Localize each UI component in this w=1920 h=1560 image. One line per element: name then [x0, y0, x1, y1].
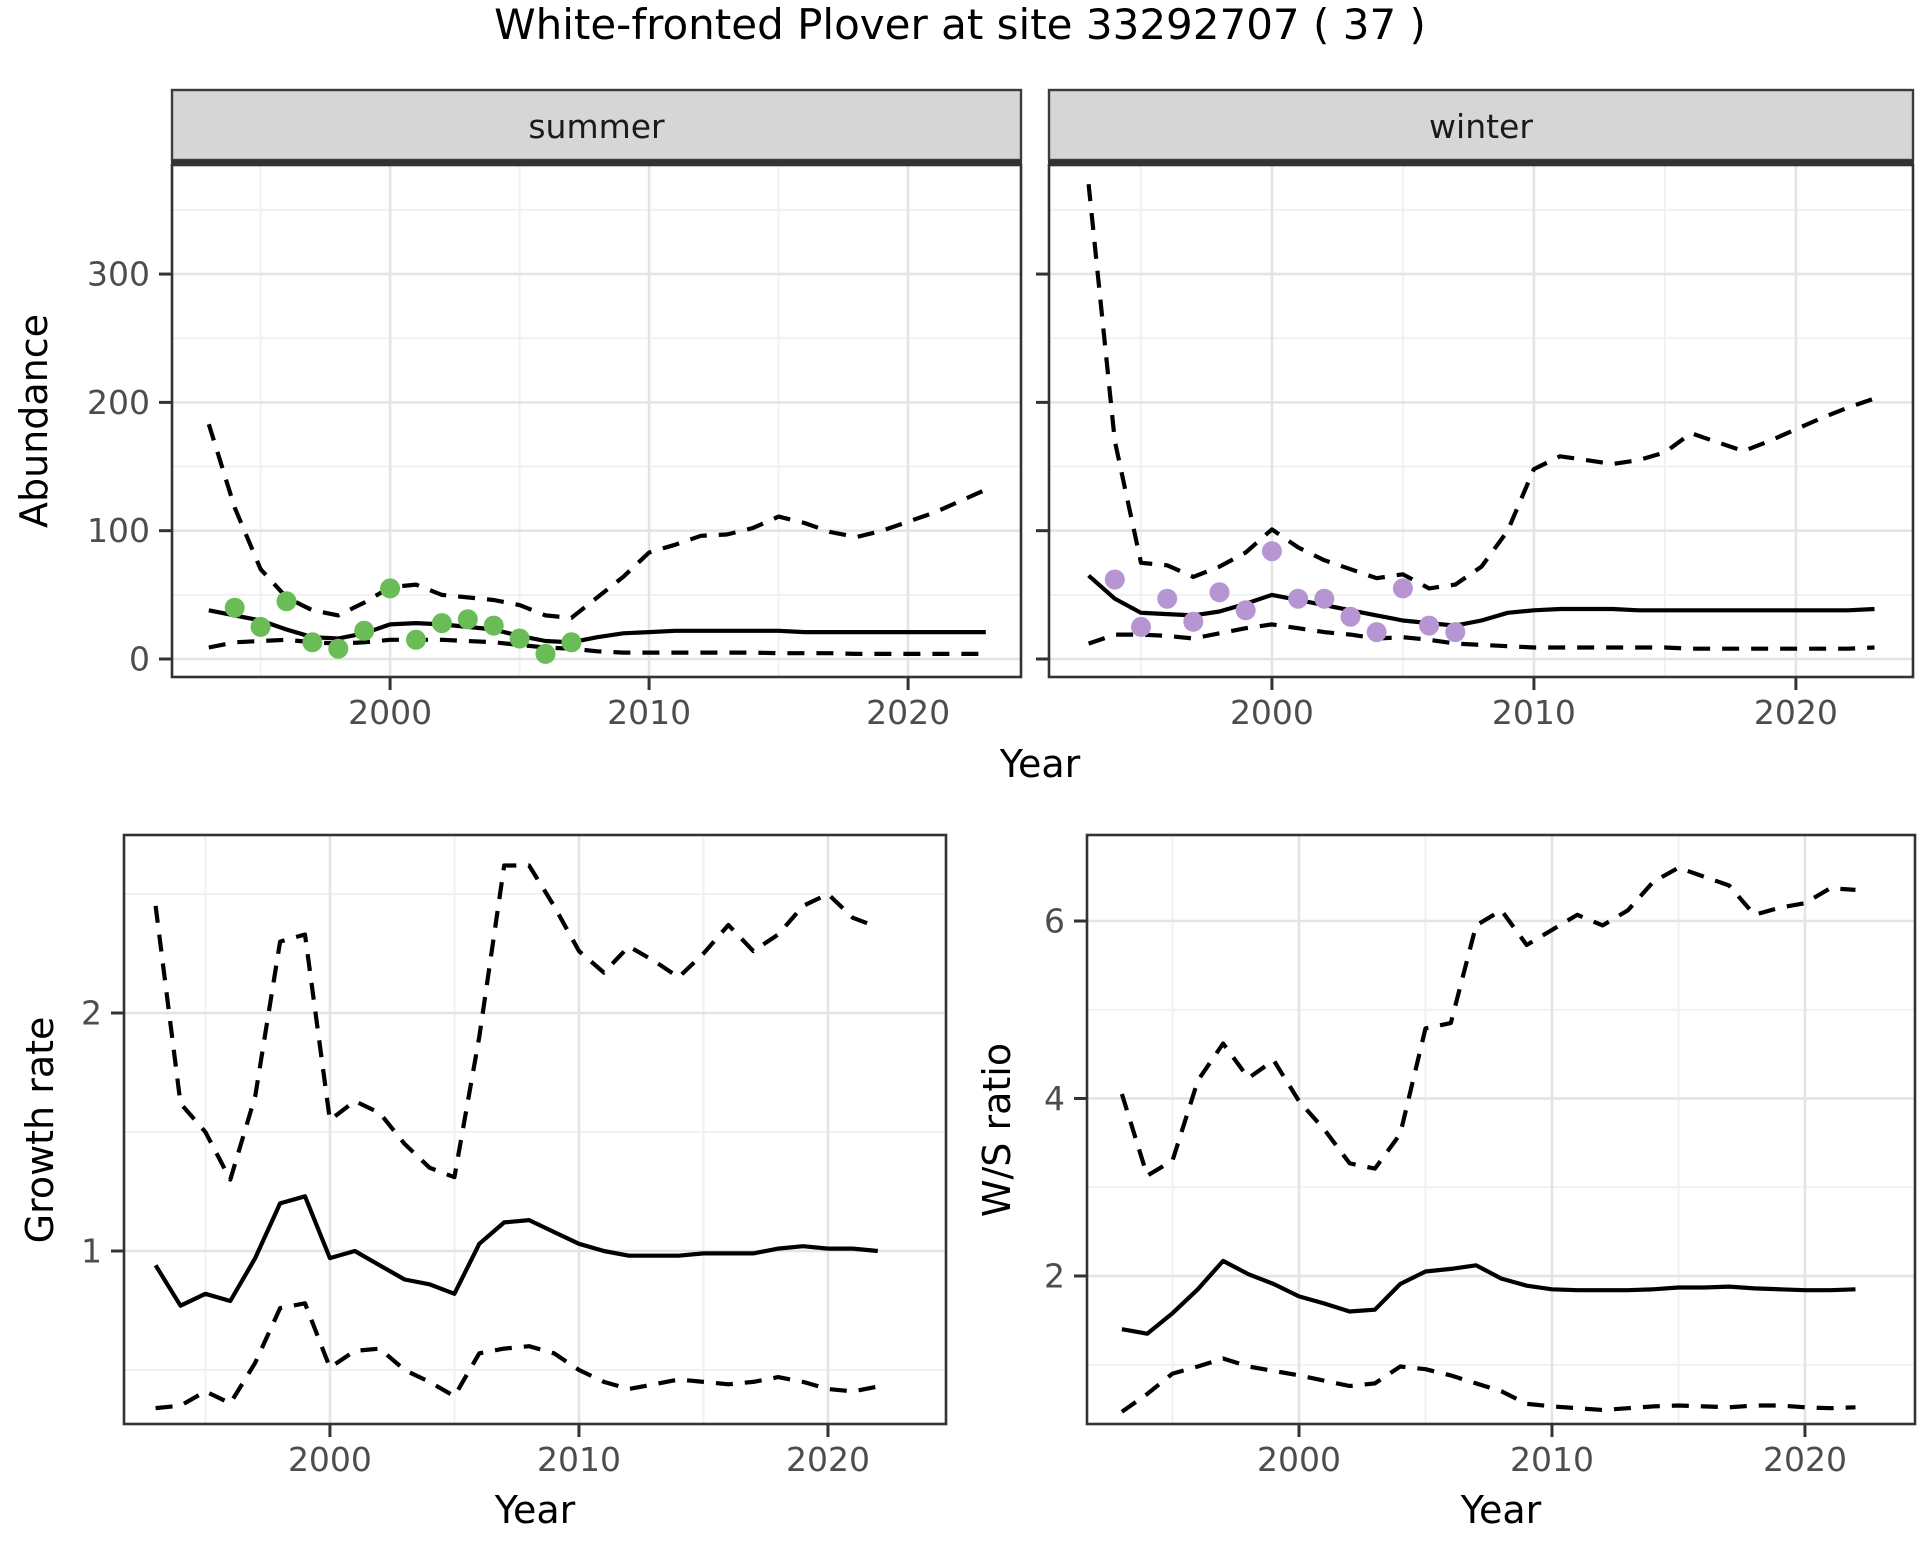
- panel-abundance_winter: 2000 2010 2020: [1036, 88, 1915, 732]
- observed-point: [1419, 615, 1440, 636]
- observed-point: [354, 620, 375, 641]
- abundance-axis-title: Abundance: [12, 313, 56, 529]
- median-line: [1121, 1258, 1856, 1336]
- y-tick-label: 1: [81, 1231, 102, 1270]
- x-tick-label: 2010: [537, 1440, 621, 1479]
- median-line: [208, 608, 986, 645]
- panel-border: [122, 833, 948, 1426]
- observed-point: [1183, 611, 1204, 632]
- y-tick-label: 300: [87, 255, 150, 294]
- observed-point: [431, 613, 452, 634]
- lower-ci-line: [155, 1301, 879, 1411]
- median-line: [1087, 574, 1875, 628]
- observed-point: [457, 609, 478, 630]
- x-tick-label: 2000: [348, 693, 432, 732]
- observed-point: [509, 628, 530, 649]
- observed-point: [1288, 588, 1309, 609]
- facet-strip-label-winter: winter: [1429, 106, 1533, 146]
- panel-abundance_summer: 2000 2010 2020 0 100 200 300: [87, 88, 1023, 732]
- observed-point: [1157, 588, 1178, 609]
- x-tick-label: 2020: [1754, 693, 1838, 732]
- panel-bg: [124, 835, 946, 1424]
- observed-point: [483, 615, 504, 636]
- figure-title: White-fronted Plover at site 33292707 ( …: [494, 0, 1426, 49]
- observed-point: [1261, 541, 1282, 562]
- facet-strip-label-summer: summer: [528, 106, 665, 146]
- x-tick-label: 2000: [288, 1440, 372, 1479]
- observed-point: [1209, 582, 1230, 603]
- x-tick-label: 2000: [1230, 693, 1314, 732]
- observed-point: [1392, 578, 1413, 599]
- top-xaxis-title: Year: [999, 742, 1081, 786]
- observed-point: [380, 578, 401, 599]
- panel-bg: [1049, 165, 1913, 677]
- x-tick-label: 2000: [1257, 1440, 1341, 1479]
- y-tick-label: 4: [1044, 1079, 1065, 1118]
- observed-point: [1340, 606, 1361, 627]
- observed-point: [250, 616, 271, 637]
- panel-border: [1085, 833, 1917, 1426]
- median-line: [153, 1194, 879, 1308]
- y-tick-label: 100: [87, 511, 150, 550]
- observed-point: [1445, 622, 1466, 643]
- x-tick-label: 2010: [607, 693, 691, 732]
- y-tick-label: 6: [1044, 901, 1065, 940]
- upper-ci-line: [1086, 183, 1876, 591]
- lower-ci-line: [1120, 1356, 1856, 1414]
- x-tick-label: 2020: [866, 693, 950, 732]
- x-tick-label: 2020: [786, 1440, 870, 1479]
- observed-point: [328, 638, 349, 659]
- observed-point: [561, 632, 582, 653]
- observed-point: [224, 597, 245, 618]
- panel-bg: [172, 165, 1021, 677]
- y-tick-label: 2: [1044, 1256, 1065, 1295]
- upper-ci-line: [1119, 865, 1856, 1178]
- x-tick-label: 2010: [1492, 693, 1576, 732]
- observed-point: [1366, 622, 1387, 643]
- growth-rate-axis-title: Growth rate: [18, 1016, 62, 1244]
- panel-growth_rate: 2000 2010 2020 1 2: [81, 833, 948, 1479]
- panel-ws_ratio: 2000 2010 2020 2 4 6: [1044, 833, 1917, 1479]
- observed-point: [1104, 569, 1125, 590]
- facet-strip: [170, 88, 1023, 162]
- panel-bg: [1087, 835, 1915, 1424]
- y-tick-label: 0: [129, 640, 150, 679]
- growth-xaxis-title: Year: [494, 1488, 576, 1532]
- observed-point: [535, 643, 556, 664]
- observed-point: [276, 591, 297, 612]
- observed-point: [1314, 588, 1335, 609]
- x-tick-label: 2010: [1510, 1440, 1594, 1479]
- facet-strip: [1047, 88, 1915, 162]
- upper-ci-line: [153, 863, 879, 1182]
- observed-point: [1235, 600, 1256, 621]
- ws-ratio-axis-title: W/S ratio: [975, 1042, 1019, 1218]
- observed-point: [406, 629, 426, 650]
- observed-point: [1131, 616, 1151, 637]
- y-tick-label: 200: [87, 383, 150, 422]
- upper-ci-line: [206, 423, 987, 620]
- y-tick-label: 2: [81, 994, 102, 1033]
- x-tick-label: 2020: [1763, 1440, 1847, 1479]
- observed-point: [302, 632, 323, 653]
- ws-xaxis-title: Year: [1460, 1488, 1542, 1532]
